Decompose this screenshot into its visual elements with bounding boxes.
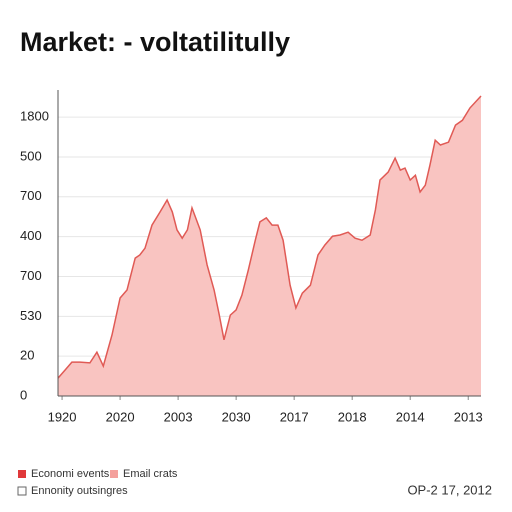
x-tick-label: 2020	[106, 409, 135, 424]
y-tick-label: 530	[20, 308, 42, 323]
area	[58, 96, 481, 396]
y-tick-label: 700	[20, 188, 42, 203]
date: OP-2 17, 2012	[407, 482, 492, 497]
y-tick-label: 700	[20, 268, 42, 283]
chart-title: Market: - voltatilitully	[20, 27, 290, 57]
y-tick-label: 20	[20, 348, 34, 363]
line	[57, 95, 482, 379]
x-tick-label: 2014	[396, 409, 425, 424]
legend-swatch	[18, 470, 26, 478]
y-tick-label: 0	[20, 387, 27, 402]
x-tick-label: 2003	[164, 409, 193, 424]
y-tick-label: 1800	[20, 109, 49, 124]
legend-swatch	[110, 470, 118, 478]
legend-swatch	[17, 486, 27, 496]
x-tick-label: 1920	[48, 409, 77, 424]
x-tick-label: 2013	[454, 409, 483, 424]
legend-label: Ennonity outsingres	[31, 485, 128, 497]
x-tick-label: 2030	[222, 409, 251, 424]
x-tick-label: 2017	[280, 409, 309, 424]
y-tick-label: 500	[20, 148, 42, 163]
legend-label: Economi events	[31, 468, 110, 480]
legend-label: Email crats	[123, 468, 178, 480]
y-tick-label: 400	[20, 228, 42, 243]
x-tick-label: 2018	[338, 409, 367, 424]
